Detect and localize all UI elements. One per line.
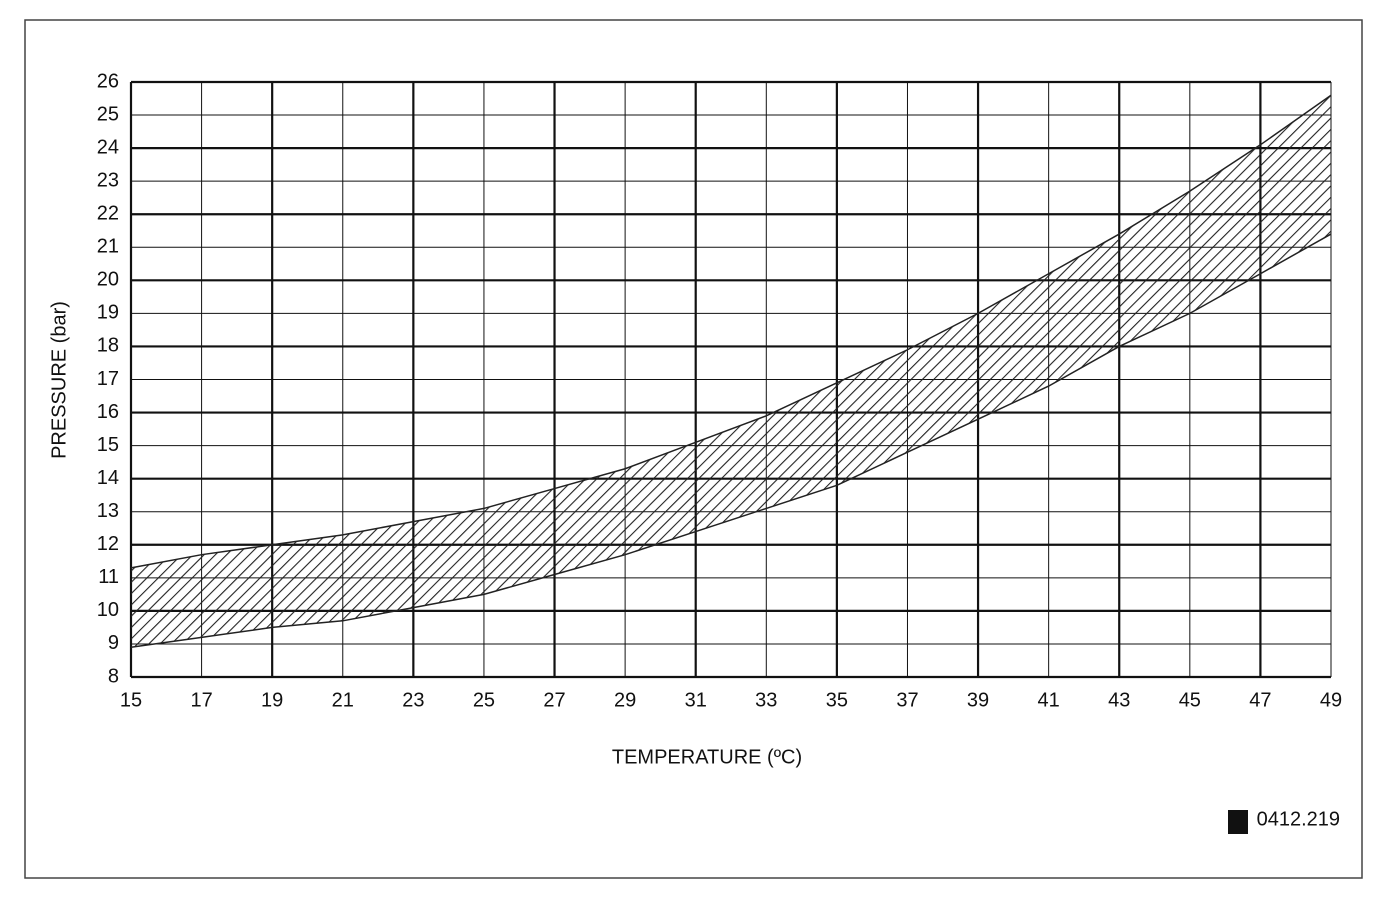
y-tick-label: 23 (97, 169, 119, 191)
annotation: 0412.219 (1257, 808, 1340, 830)
y-tick-label: 12 (97, 533, 119, 555)
x-tick-label: 37 (896, 689, 918, 711)
x-tick-label: 45 (1179, 689, 1201, 711)
y-tick-label: 22 (97, 203, 119, 225)
y-axis-label: PRESSURE (bar) (48, 301, 70, 459)
y-tick-label: 13 (97, 500, 119, 522)
x-tick-label: 19 (261, 689, 283, 711)
x-tick-label: 23 (402, 689, 424, 711)
x-tick-label: 17 (190, 689, 212, 711)
y-tick-label: 10 (97, 599, 119, 621)
band-fill (131, 95, 1331, 648)
band-edge (130, 233, 1332, 648)
y-tick-label: 24 (97, 136, 119, 158)
frame (24, 19, 1363, 879)
x-tick-label: 21 (332, 689, 354, 711)
x-tick-label: 15 (120, 689, 142, 711)
y-tick-label: 25 (97, 103, 119, 125)
y-tick-label: 14 (97, 467, 119, 489)
x-tick-label: 31 (685, 689, 707, 711)
y-tick-label: 21 (97, 236, 119, 258)
x-tick-label: 43 (1108, 689, 1130, 711)
x-tick-label: 35 (826, 689, 848, 711)
x-tick-label: 29 (614, 689, 636, 711)
y-tick-label: 16 (97, 401, 119, 423)
y-tick-label: 17 (97, 368, 119, 390)
y-tick-label: 26 (97, 70, 119, 92)
y-tick-label: 15 (97, 434, 119, 456)
y-tick-label: 19 (97, 302, 119, 324)
y-tick-label: 9 (108, 632, 119, 654)
x-tick-label: 39 (967, 689, 989, 711)
y-tick-label: 20 (97, 269, 119, 291)
x-tick-label: 33 (755, 689, 777, 711)
y-tick-label: 8 (108, 665, 119, 687)
x-tick-label: 47 (1249, 689, 1271, 711)
x-axis-label: TEMPERATURE (ºC) (612, 746, 802, 768)
x-tick-label: 41 (1038, 689, 1060, 711)
x-tick-label: 25 (473, 689, 495, 711)
x-tick-label: 49 (1320, 689, 1342, 711)
band-edge (130, 94, 1332, 569)
y-tick-label: 11 (98, 566, 119, 588)
x-tick-label: 27 (543, 689, 565, 711)
marker (1228, 810, 1248, 834)
y-tick-label: 18 (97, 335, 119, 357)
